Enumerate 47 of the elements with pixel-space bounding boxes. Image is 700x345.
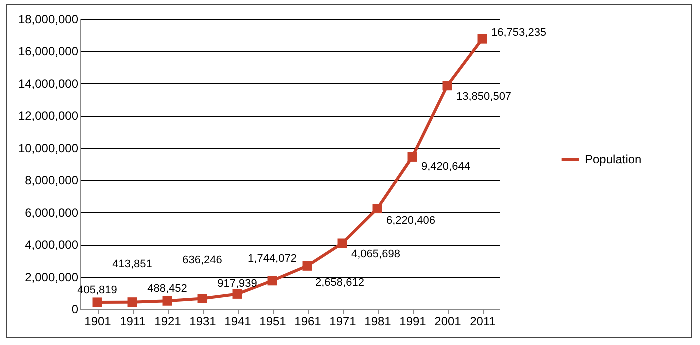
y-tick-label: 16,000,000 xyxy=(18,44,79,59)
data-label: 2,658,612 xyxy=(316,277,364,290)
y-tick-label: 4,000,000 xyxy=(25,238,79,252)
y-tick-label: 6,000,000 xyxy=(25,206,79,220)
y-tick-label: 18,000,000 xyxy=(18,12,79,26)
point xyxy=(408,152,418,162)
point xyxy=(162,296,172,306)
y-tick-label: 2,000,000 xyxy=(25,270,79,284)
data-label: 6,220,406 xyxy=(386,214,436,227)
data-label: 488,452 xyxy=(148,283,188,296)
x-tick-label: 1901 xyxy=(84,314,112,328)
data-label: 1,744,072 xyxy=(248,252,297,265)
y-tick-label: 10,000,000 xyxy=(18,141,79,156)
y-tick-label: 12,000,000 xyxy=(18,109,79,124)
x-tick-label: 2011 xyxy=(470,314,496,328)
x-tick-label: 2001 xyxy=(434,314,462,328)
data-label: 636,246 xyxy=(182,254,222,267)
point xyxy=(92,298,102,308)
x-tick-label: 1911 xyxy=(120,314,146,328)
point xyxy=(268,276,278,286)
y-tick-label: 14,000,000 xyxy=(18,76,79,91)
y-tick-label: 8,000,000 xyxy=(25,174,79,188)
point xyxy=(128,298,138,308)
x-tick-label: 1951 xyxy=(260,314,287,328)
point xyxy=(302,261,312,271)
y-tick-label: 0 xyxy=(72,302,79,316)
data-label: 13,850,507 xyxy=(456,90,512,103)
x-tick-label: 1961 xyxy=(294,314,322,328)
x-tick-label: 1981 xyxy=(364,314,392,328)
x-tick-label: 1971 xyxy=(330,314,357,328)
legend-label: Population xyxy=(585,152,642,166)
point xyxy=(478,34,488,44)
data-label: 405,819 xyxy=(78,284,118,296)
x-tick-label: 1931 xyxy=(190,314,217,328)
point xyxy=(232,289,242,299)
point xyxy=(198,294,208,304)
x-tick-label: 1941 xyxy=(224,314,252,328)
data-label: 413,851 xyxy=(112,258,152,270)
data-label: 4,065,698 xyxy=(352,248,400,260)
x-tick-label: 1991 xyxy=(400,314,427,328)
data-label: 917,939 xyxy=(218,278,258,290)
point xyxy=(372,204,382,214)
data-label: 9,420,644 xyxy=(422,161,470,174)
x-tick-label: 1921 xyxy=(154,314,182,328)
point xyxy=(442,81,452,91)
data-label: 16,753,235 xyxy=(492,27,547,40)
point xyxy=(338,238,348,248)
